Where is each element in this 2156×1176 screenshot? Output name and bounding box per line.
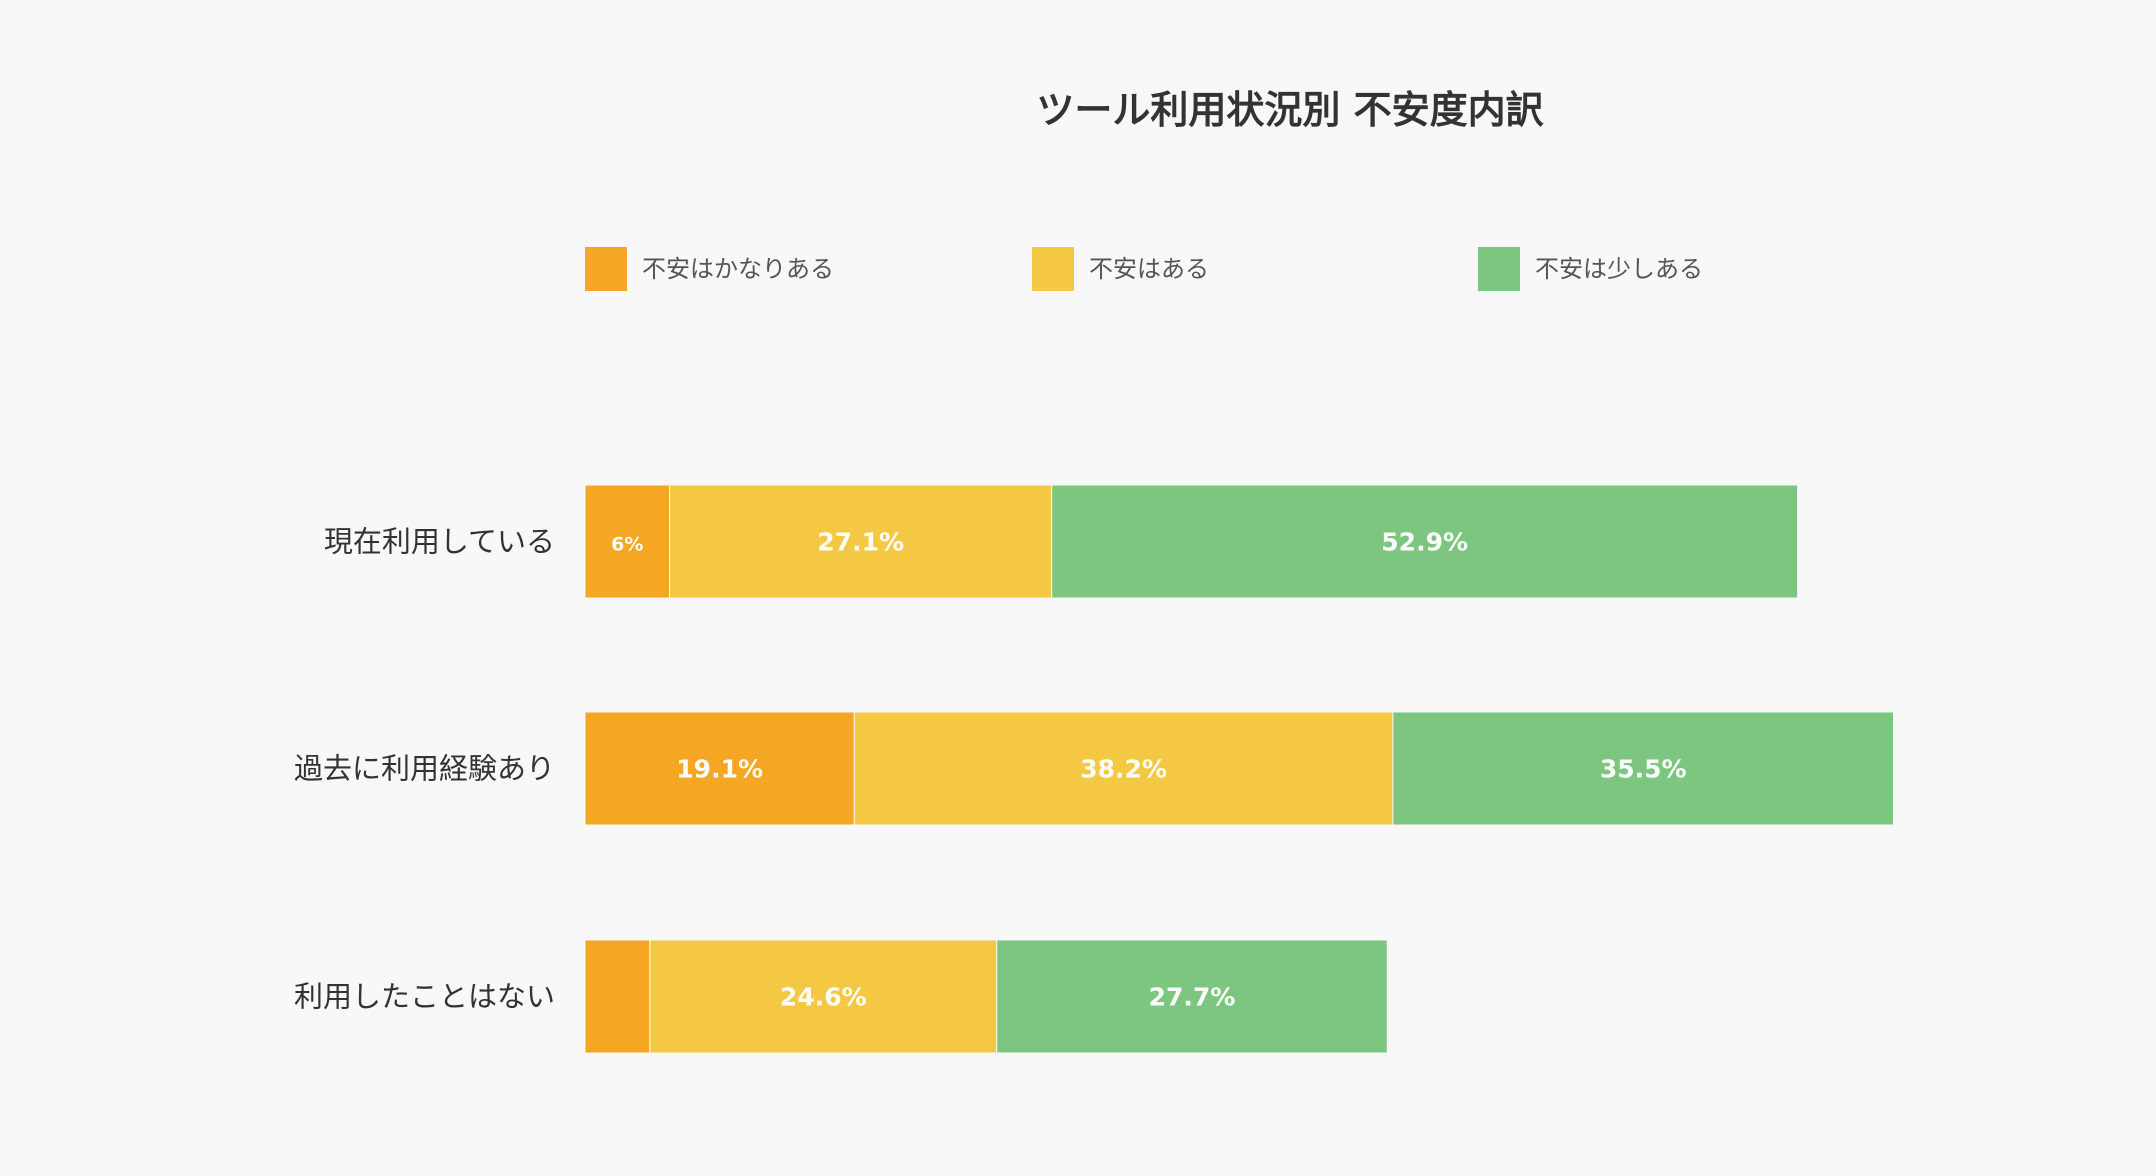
legend-label: 不安はある xyxy=(1089,255,1209,283)
data-label: 38.2% xyxy=(1080,755,1167,784)
legend-label: 不安は少しある xyxy=(1535,255,1703,283)
chart-title: ツール利用状況別 不安度内訳 xyxy=(1036,88,1543,132)
bar-segment xyxy=(996,939,1388,1054)
bar-segment xyxy=(1051,484,1799,599)
bar-segment xyxy=(584,711,855,826)
bar-segment xyxy=(649,939,998,1054)
bar-segment xyxy=(853,711,1394,826)
legend-swatch xyxy=(1032,247,1074,291)
data-label: 27.1% xyxy=(817,528,904,557)
bar-segment xyxy=(584,939,651,1054)
data-label: 19.1% xyxy=(676,755,763,784)
category-label: 過去に利用経験あり xyxy=(294,752,555,786)
legend: 不安はかなりある 不安はある 不安は少しある xyxy=(585,247,1703,291)
data-label: 24.6% xyxy=(780,983,867,1012)
data-label: 6% xyxy=(611,534,643,556)
bar-segment xyxy=(1392,711,1894,826)
data-label: 27.7% xyxy=(1149,983,1236,1012)
category-label: 現在利用している xyxy=(324,525,555,559)
bar-segment xyxy=(584,484,671,599)
legend-swatch xyxy=(1478,247,1520,291)
legend-swatch xyxy=(585,247,627,291)
category-label: 利用したことはない xyxy=(294,980,555,1014)
data-label: 35.5% xyxy=(1600,755,1687,784)
legend-label: 不安はかなりある xyxy=(642,255,834,283)
data-label: 52.9% xyxy=(1381,528,1468,557)
bars: 6% 27.1% 52.9% 19.1% 38.2% 35.5% 24.6% 27.7% xyxy=(584,484,1894,1054)
bar-segment xyxy=(669,484,1053,599)
